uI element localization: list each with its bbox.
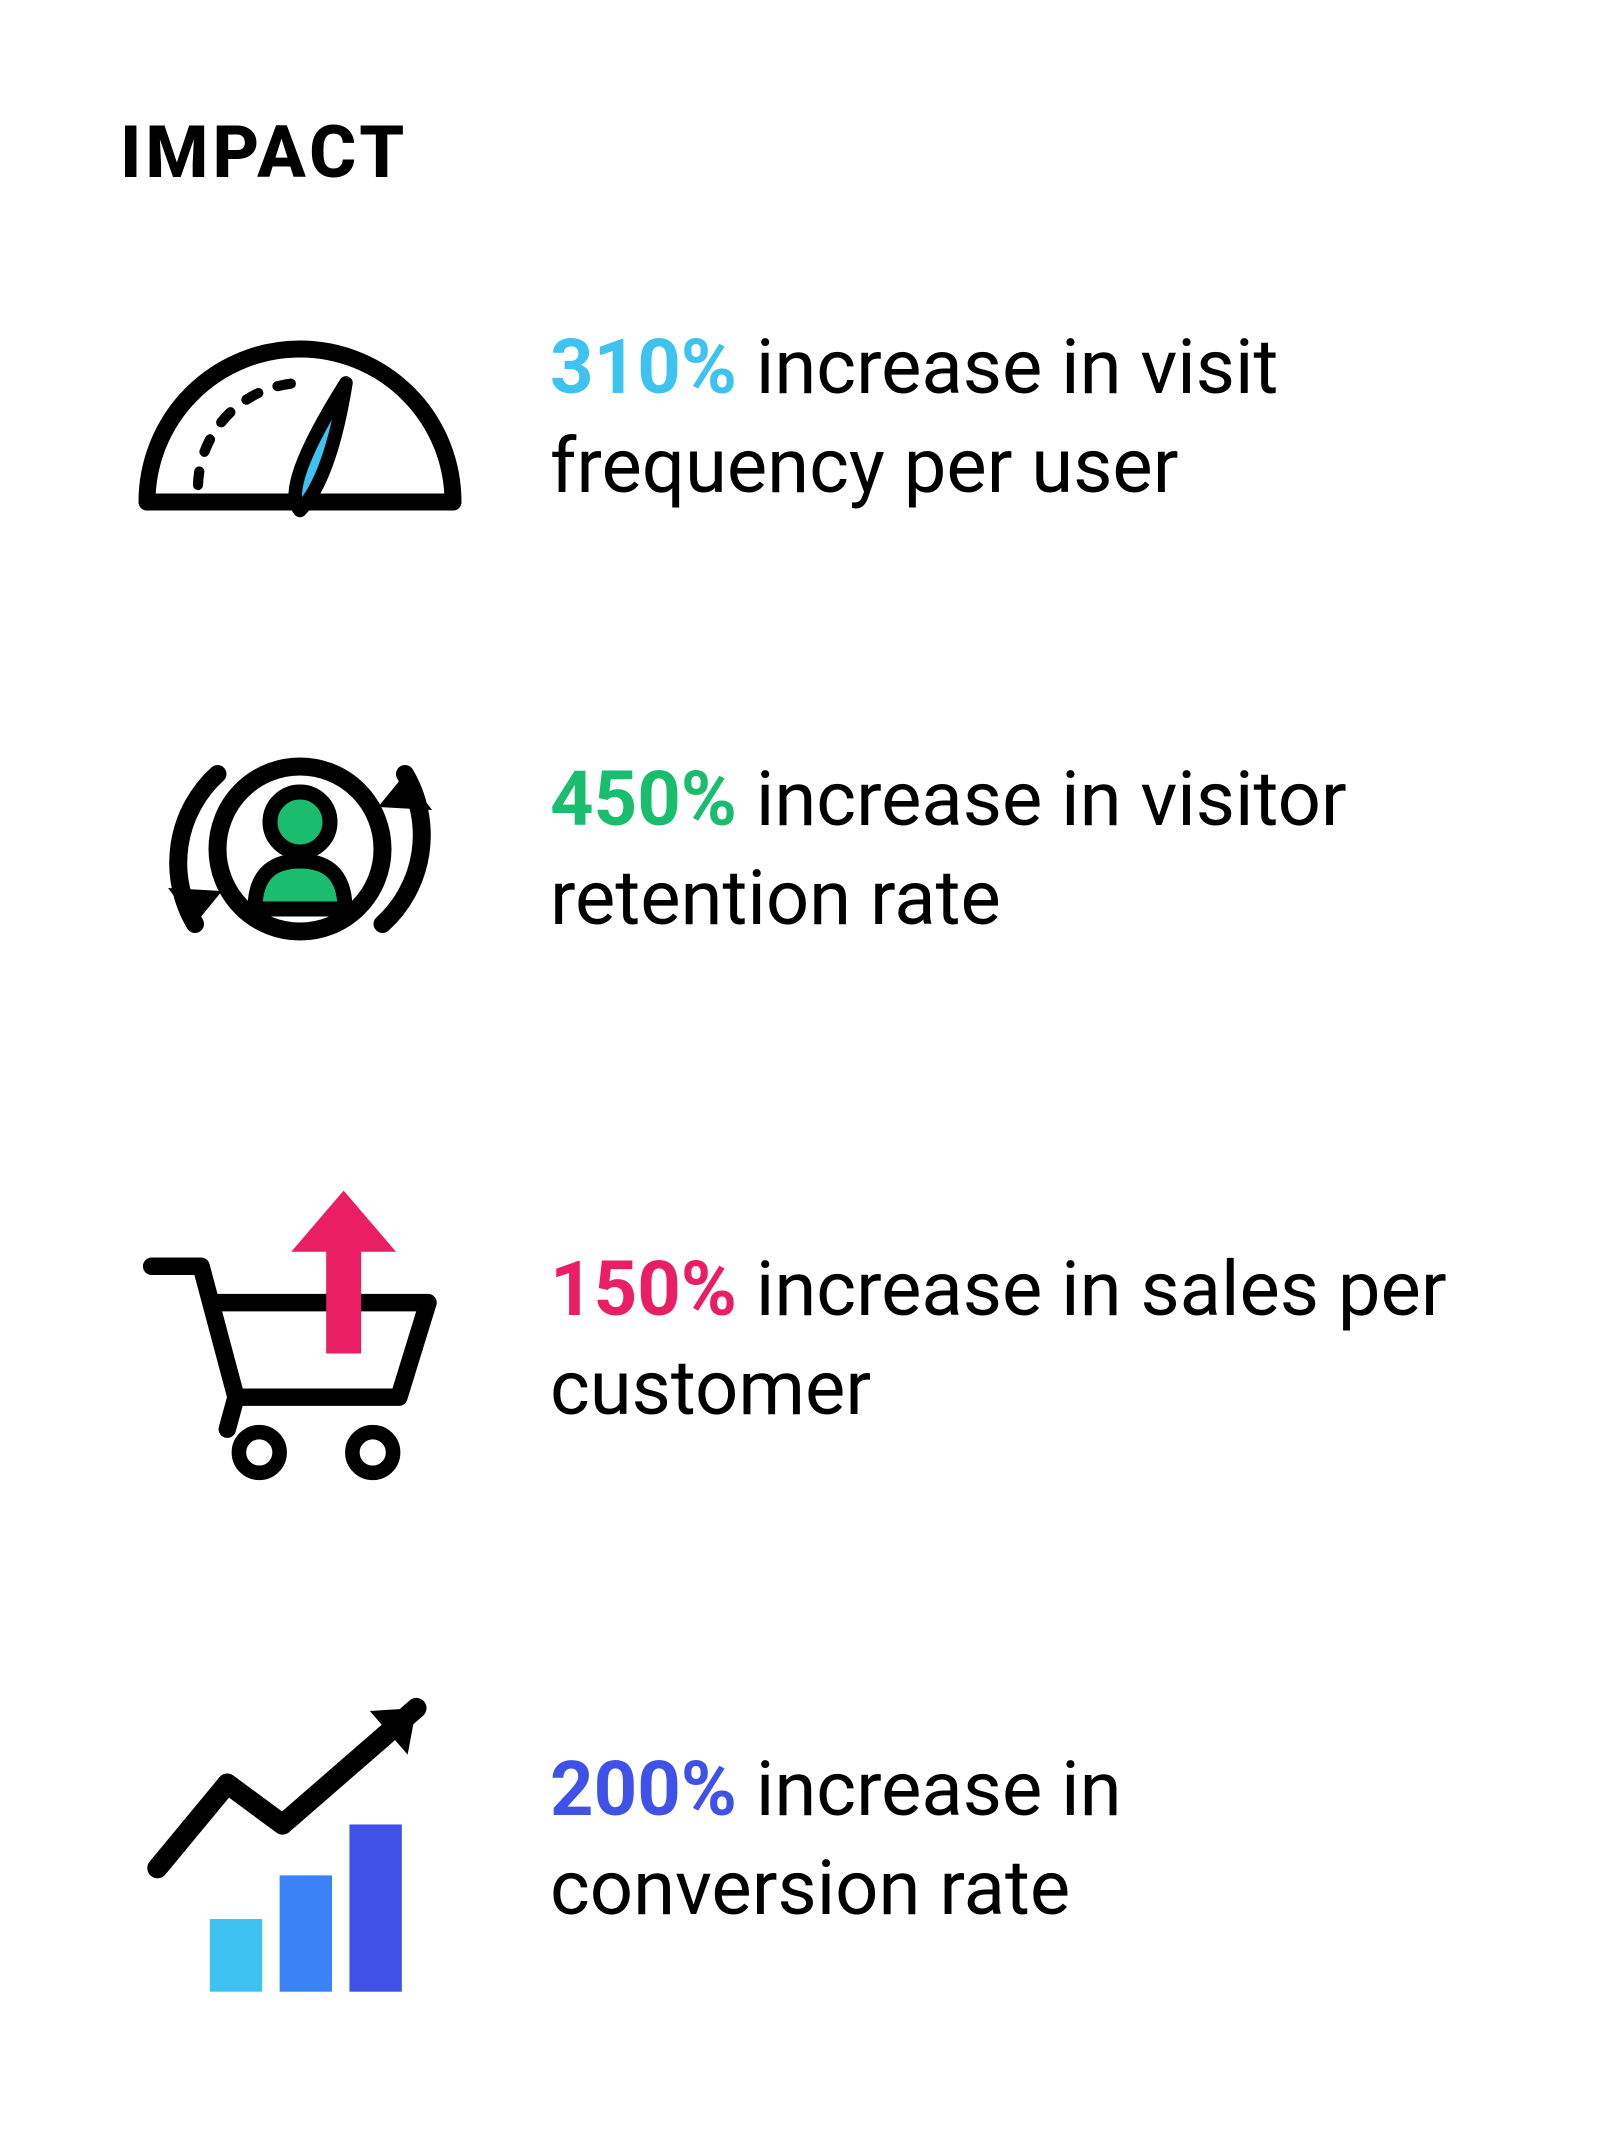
growth-chart-icon [120,1679,480,1999]
impact-rows: 310% increase in visit frequency per use… [120,315,1480,1999]
impact-card: IMPACT 310% increase in visit frequency … [0,0,1600,2148]
impact-row: 450% increase in visitor retention rate [120,699,1480,999]
impact-value: 150% [550,1244,737,1334]
impact-row: 310% increase in visit frequency per use… [120,315,1480,519]
impact-text: 450% increase in visitor retention rate [550,750,1480,948]
cart-up-icon [120,1179,480,1499]
impact-text: 150% increase in sales per customer [550,1240,1480,1438]
user-refresh-icon [120,699,480,999]
impact-value: 200% [550,1744,737,1834]
impact-row: 200% increase in conversion rate [120,1679,1480,1999]
impact-value: 310% [550,322,737,412]
section-heading: IMPACT [120,110,1480,195]
impact-text: 310% increase in visit frequency per use… [550,318,1480,516]
impact-row: 150% increase in sales per customer [120,1179,1480,1499]
speedometer-icon [120,315,480,519]
impact-value: 450% [550,754,737,844]
impact-text: 200% increase in conversion rate [550,1740,1480,1938]
